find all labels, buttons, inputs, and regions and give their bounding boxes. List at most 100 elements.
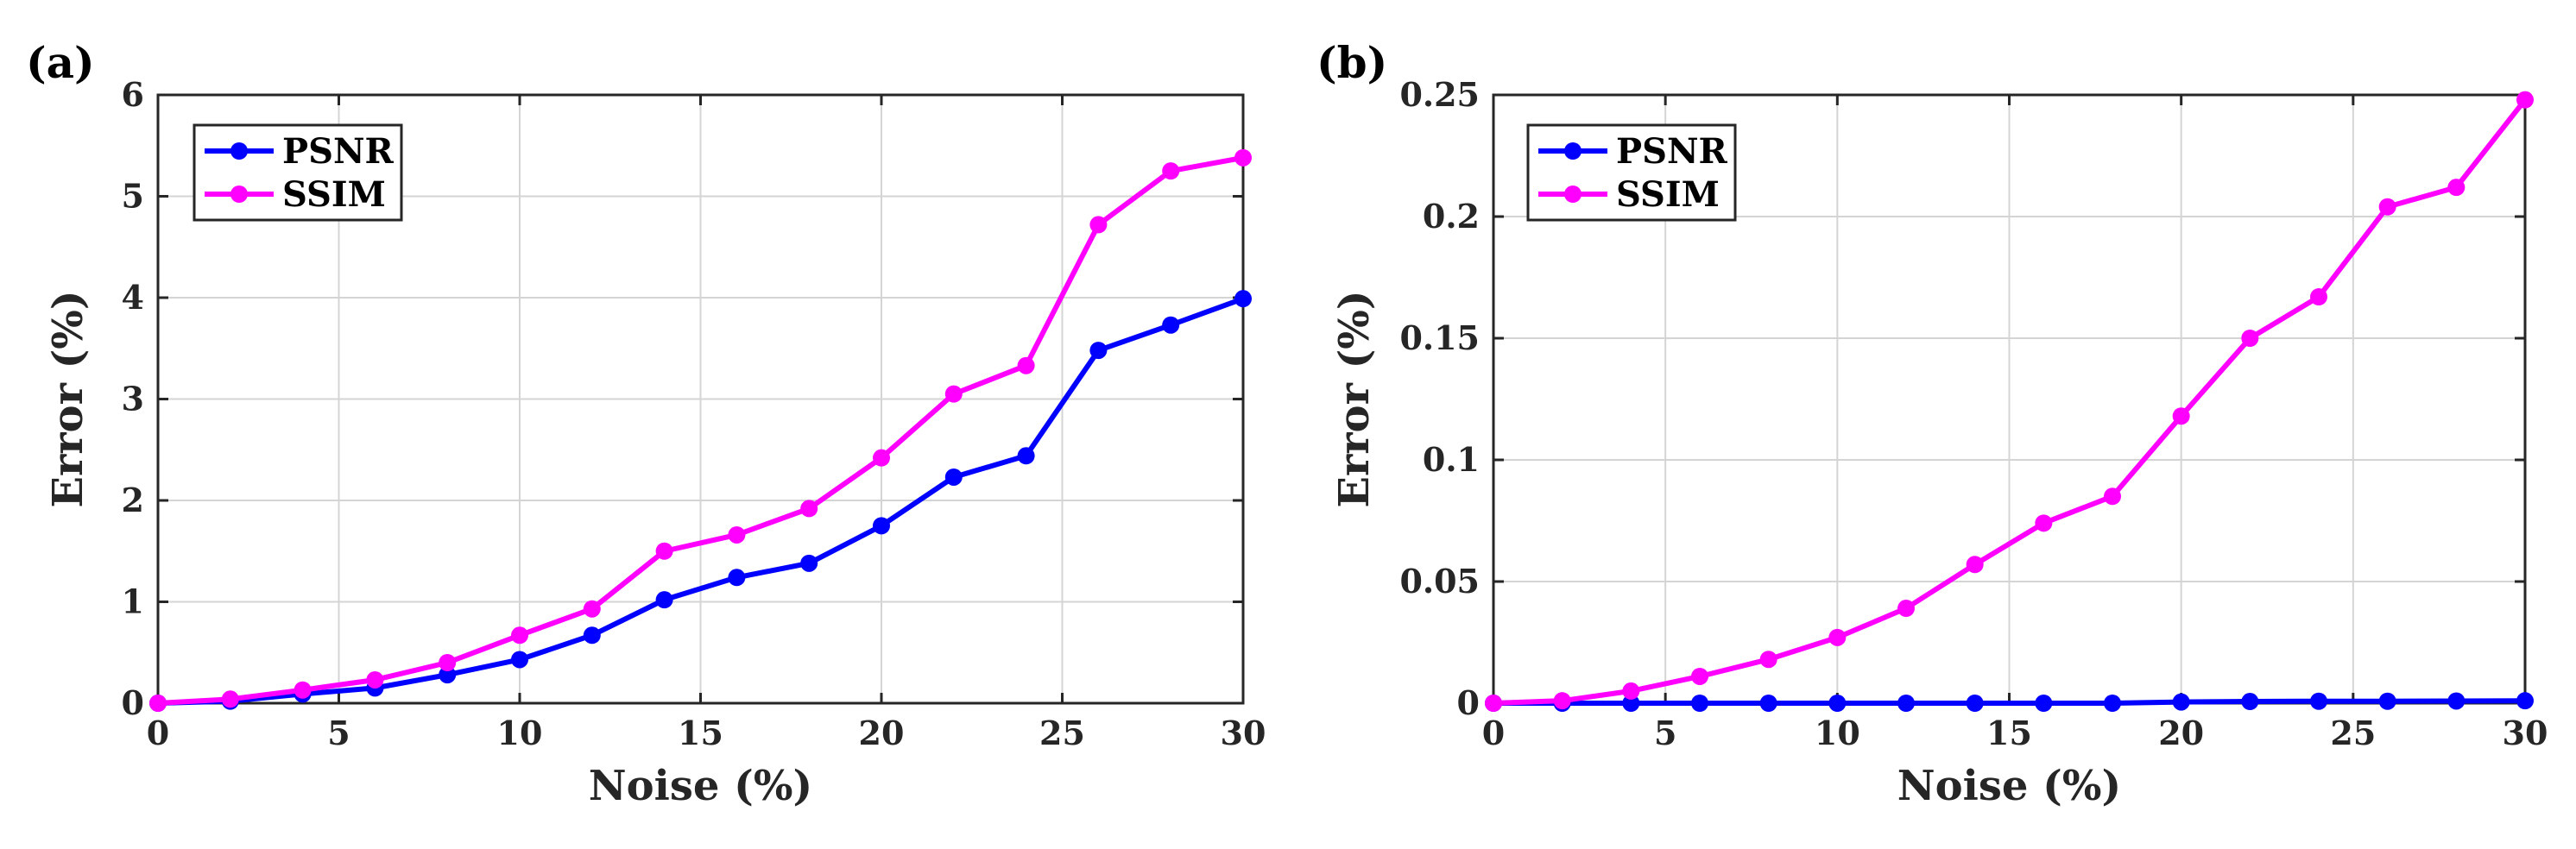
panel-label: (a): [26, 37, 95, 88]
x-tick-label: 0: [147, 714, 169, 752]
legend-label: PSNR: [282, 131, 395, 172]
data-point-ssim: [221, 690, 239, 708]
data-point-ssim: [944, 385, 963, 403]
series-ssim: [149, 148, 1252, 712]
data-point-psnr: [2104, 695, 2121, 712]
data-point-ssim: [873, 449, 890, 467]
data-point-ssim: [2104, 487, 2121, 506]
series-line-psnr: [1493, 698, 2526, 706]
series-ssim: [1485, 91, 2534, 712]
data-point-ssim: [2241, 330, 2259, 347]
x-tick-label: 5: [1654, 714, 1676, 752]
x-tick-label: 5: [327, 714, 350, 752]
legend-label: PSNR: [1616, 131, 1728, 172]
data-point-ssim: [2310, 288, 2327, 306]
data-point-psnr: [873, 517, 890, 535]
panel-label: (b): [1316, 37, 1387, 88]
data-point-psnr: [2516, 692, 2534, 710]
y-tick-label: 0.2: [1423, 197, 1480, 236]
chart-panel-b: 0 5 10 15 20 25 30 0 0.05 0.1 0.15 0.2 0.25 Noise (%)…: [1316, 37, 2548, 810]
legend-swatch-marker: [1564, 142, 1582, 160]
data-point-psnr: [583, 626, 601, 645]
data-point-psnr: [800, 554, 818, 572]
data-point-psnr: [1828, 695, 1847, 712]
y-tick-label: 0: [122, 683, 144, 722]
x-tick-label: 25: [2330, 714, 2376, 752]
data-point-ssim: [583, 600, 601, 618]
data-point-psnr: [1897, 695, 1915, 712]
legend-swatch-marker: [230, 142, 248, 160]
data-point-psnr: [728, 569, 746, 587]
y-tick-label: 3: [122, 380, 144, 418]
data-point-psnr: [439, 666, 457, 684]
x-tick-label: 0: [1482, 714, 1505, 752]
y-axis-title: Error (%): [1330, 290, 1379, 507]
chart-panel-a: 0 5 10 15 20 25 30 0 1 2 3 4 5 6 Noise (%) Error (%) (a)…: [26, 37, 1266, 810]
y-tick-label: 0.1: [1423, 440, 1480, 479]
legend-box: [1526, 123, 1737, 222]
x-axis-title: Noise (%): [589, 762, 812, 810]
data-point-ssim: [1897, 600, 1915, 618]
data-point-ssim: [2378, 198, 2396, 216]
data-point-ssim: [2172, 407, 2190, 425]
data-point-psnr: [1691, 695, 1708, 712]
data-point-psnr: [1759, 695, 1777, 712]
x-tick-label: 25: [1039, 714, 1085, 752]
data-point-ssim: [1691, 667, 1708, 685]
x-tick-label: 20: [859, 714, 905, 752]
x-tick-label: 10: [1815, 714, 1860, 752]
data-point-psnr: [1017, 447, 1035, 465]
y-tick-label: 4: [122, 278, 144, 317]
y-tick-label: 0.05: [1399, 562, 1480, 601]
data-point-psnr: [1162, 316, 1180, 334]
legend-swatch-marker: [1564, 186, 1582, 203]
data-point-ssim: [1485, 695, 1502, 712]
data-point-psnr: [511, 651, 528, 669]
data-point-psnr: [2310, 692, 2327, 710]
data-point-ssim: [1966, 556, 1984, 574]
x-tick-label: 15: [1986, 714, 2032, 752]
y-tick-label: 0.25: [1399, 75, 1480, 114]
data-point-ssim: [728, 525, 746, 544]
x-tick-label: 30: [2503, 714, 2548, 752]
x-tick-label: 10: [497, 714, 543, 752]
data-point-psnr: [2241, 693, 2259, 711]
legend-label: SSIM: [282, 174, 386, 215]
data-point-ssim: [1828, 628, 1847, 646]
x-tick-label: 20: [2158, 714, 2204, 752]
y-axis-title: Error (%): [44, 290, 92, 507]
data-point-psnr: [1234, 290, 1252, 308]
data-point-psnr: [1089, 342, 1108, 360]
series-line-ssim: [157, 154, 1244, 706]
data-point-psnr: [2172, 693, 2190, 711]
series-line-ssim: [1493, 97, 2528, 706]
data-point-psnr: [2035, 695, 2053, 712]
y-tick-label: 2: [122, 481, 144, 519]
data-point-ssim: [1759, 651, 1777, 669]
data-point-ssim: [2447, 179, 2466, 197]
x-axis-title: Noise (%): [1897, 762, 2121, 810]
data-point-ssim: [800, 500, 818, 518]
series-line-psnr: [157, 296, 1245, 706]
x-tick-label: 30: [1221, 714, 1266, 752]
data-point-psnr: [1622, 695, 1640, 712]
data-point-ssim: [1234, 148, 1252, 167]
data-point-ssim: [366, 670, 384, 689]
data-point-ssim: [1017, 356, 1035, 374]
data-point-psnr: [655, 591, 673, 609]
data-point-psnr: [944, 468, 963, 486]
data-point-psnr: [1966, 695, 1984, 712]
data-point-ssim: [294, 681, 312, 699]
y-tick-label: 6: [122, 75, 144, 114]
data-point-ssim: [655, 542, 673, 560]
data-point-ssim: [439, 654, 457, 671]
data-point-psnr: [2447, 692, 2466, 710]
y-tick-label: 0: [1457, 683, 1480, 722]
legend-box: [193, 123, 403, 222]
data-point-ssim: [1162, 162, 1180, 180]
data-point-ssim: [2035, 514, 2053, 532]
x-tick-label: 15: [678, 714, 723, 752]
